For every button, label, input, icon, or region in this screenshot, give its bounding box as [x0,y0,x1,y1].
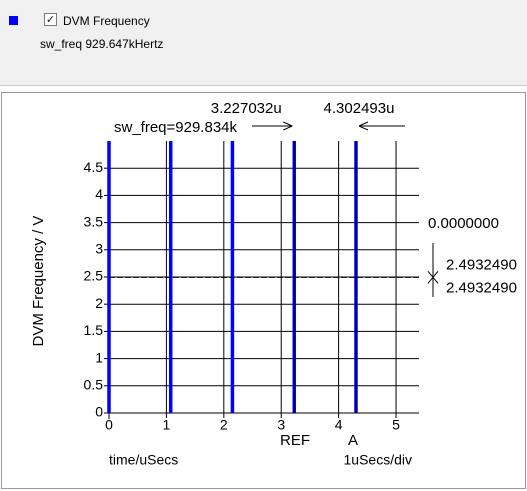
y-a-value-label: 2.4932490 [446,279,517,296]
x-tick-label: 3 [277,417,285,433]
waveform-chart[interactable]: 0 0.5 1 1.5 2 2.5 3 3.5 4 4.5 0 1 2 3 4 5 DVM Frequency … [2,93,525,488]
measurement-name: sw_freq [40,37,83,51]
measurement-value: 929.647kHertz [85,37,164,51]
y-tick-label: 3 [95,241,103,257]
a-cursor-x-label: 4.302493u [324,100,395,117]
series-color-swatch [9,16,18,25]
x-tick-label: 1 [163,417,171,433]
ref-cursor-x-label: 3.227032u [211,100,282,117]
y-axis-label: DVM Frequency / V [30,216,47,347]
x-tick-label: 0 [105,417,113,433]
cursor-measurement-label: sw_freq=929.834k [114,119,238,136]
ref-arrow-head [283,121,293,131]
ref-cursor-label: REF [280,432,310,449]
y-cursor-cross [427,271,439,284]
y-tick-label: 2.5 [84,268,104,284]
y-delta-label: 0.0000000 [428,215,499,232]
y-tick-label: 0.5 [84,377,104,393]
y-tick-label: 1.5 [84,322,104,338]
y-tick-label: 1 [95,349,103,365]
y-tick-label: 2 [95,295,103,311]
x-tick-label: 2 [220,417,228,433]
measurement-readout: sw_freq 929.647kHertz [40,37,163,51]
a-cursor-label: A [348,432,358,449]
plot-frame[interactable]: 0 0.5 1 1.5 2 2.5 3 3.5 4 4.5 0 1 2 3 4 5 DVM Frequency … [1,92,526,489]
series-name-label: DVM Frequency [63,14,150,28]
x-axis-label: time/uSecs [109,452,178,468]
y-tick-label: 3.5 [84,213,104,229]
series-visibility-checkbox[interactable]: ✓ [44,13,57,26]
y-ref-value-label: 2.4932490 [446,256,517,273]
legend-panel: ✓ DVM Frequency sw_freq 929.647kHertz [0,0,527,86]
x-tick-label: 4 [335,417,343,433]
y-tick-label: 0 [95,404,103,420]
x-scale-label: 1uSecs/div [344,452,412,468]
y-tick-label: 4.5 [84,159,104,175]
y-tick-label: 4 [95,186,103,202]
a-arrow-head [358,121,369,131]
x-tick-label: 5 [392,417,400,433]
